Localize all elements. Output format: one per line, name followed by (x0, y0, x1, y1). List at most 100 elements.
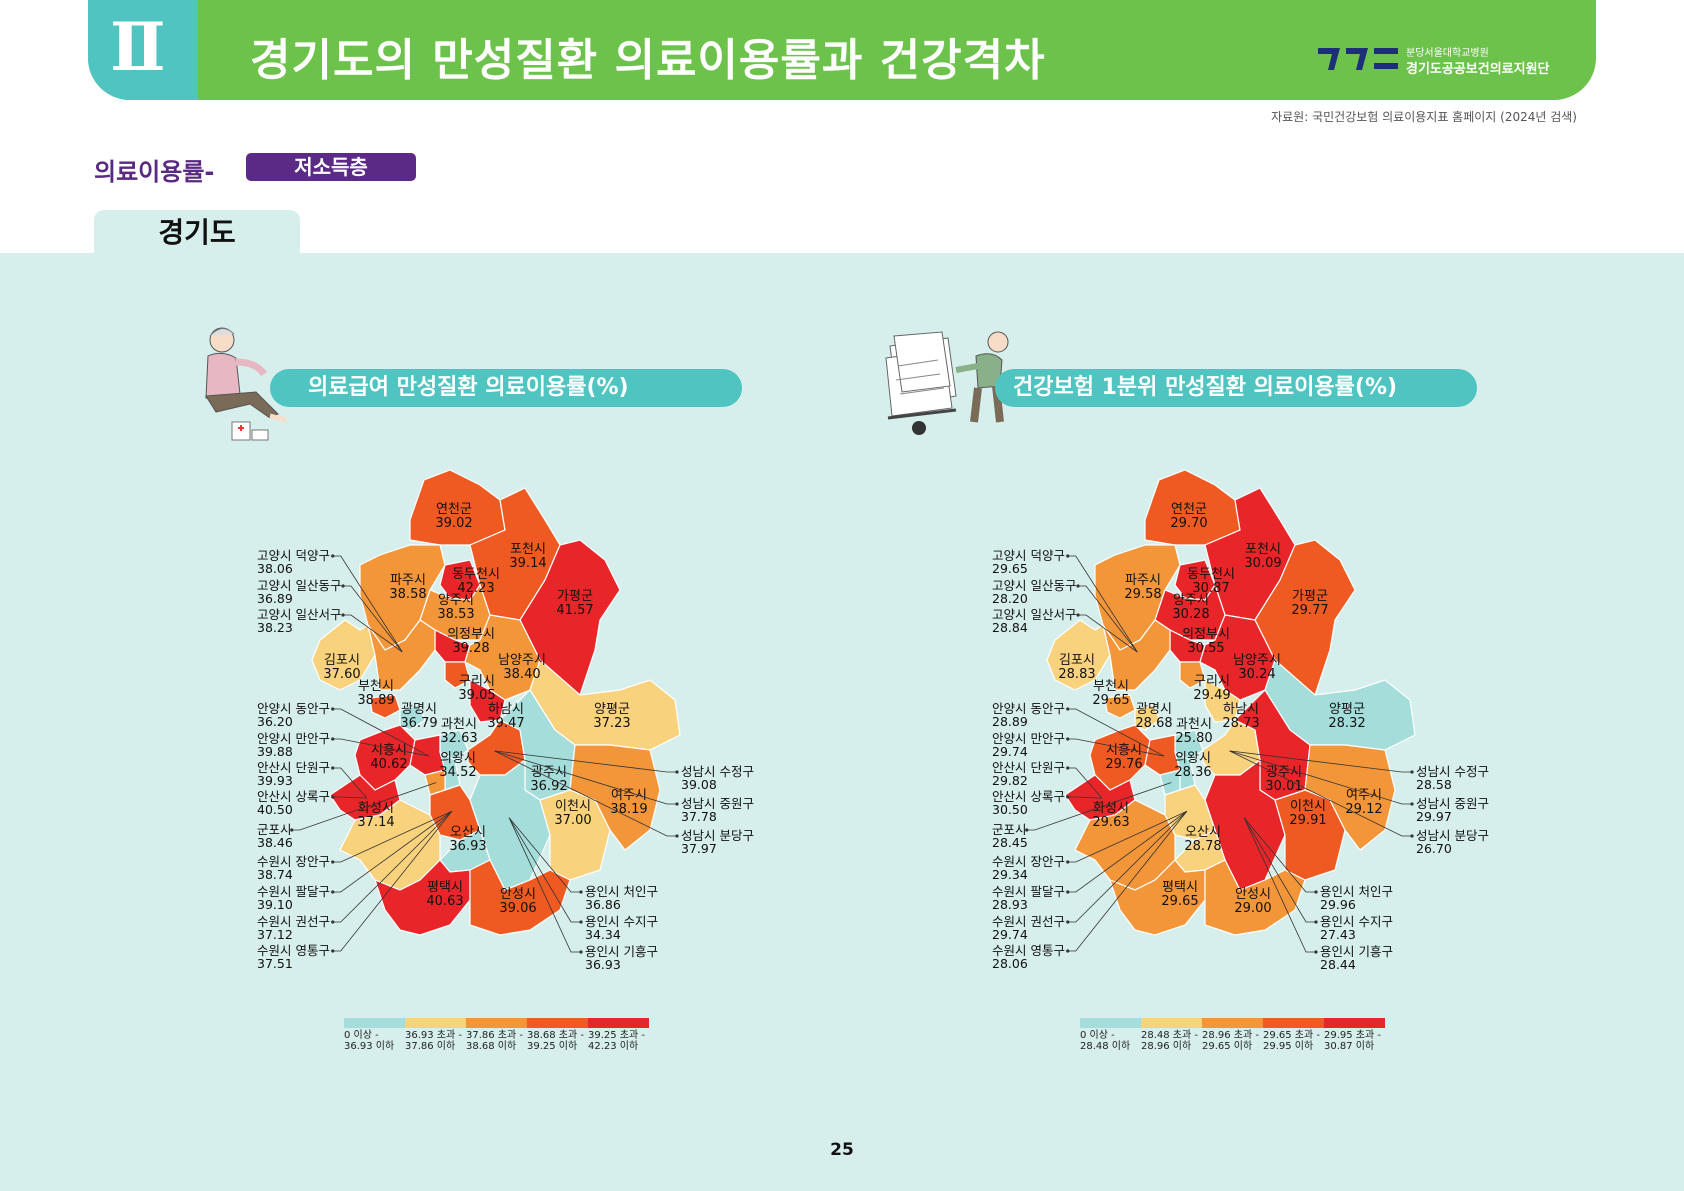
legend-range-from: 29.95 초과 - (1324, 1030, 1381, 1041)
callout-dot (331, 737, 335, 741)
region-value: 28.32 (1328, 716, 1365, 731)
legend-color-bar (344, 1018, 649, 1028)
region-label: 연천군 (1171, 502, 1207, 517)
legend-range-from: 0 이상 - (1080, 1030, 1115, 1041)
elderly-woman-illustration (205, 327, 287, 441)
region-value: 41.57 (556, 603, 593, 618)
region-label: 남양주시 (498, 653, 546, 668)
callout-label: 성남시 수정구 (1416, 764, 1489, 779)
callout-dot (331, 860, 335, 864)
region-value: 25.80 (1175, 731, 1212, 746)
region-value: 37.00 (554, 813, 591, 828)
callout-value: 39.93 (257, 773, 293, 788)
region-value: 29.63 (1092, 815, 1129, 830)
region-value: 29.70 (1170, 516, 1207, 531)
region-value: 30.24 (1238, 667, 1275, 682)
region-value: 34.52 (439, 765, 476, 780)
region-value: 39.05 (458, 688, 495, 703)
callout-label: 안양시 만안구 (257, 731, 330, 746)
region-label: 과천시 (1176, 717, 1212, 732)
callout-leader (1067, 738, 1165, 757)
callout-label: 안산시 상록구 (992, 789, 1065, 804)
page-number: 25 (830, 1140, 854, 1160)
region-value: 29.65 (1161, 894, 1198, 909)
callout-value: 38.46 (257, 835, 293, 850)
callout-label: 수원시 권선구 (257, 914, 330, 929)
legend-range: 37.86 초과 -38.68 이하 (466, 1030, 527, 1052)
region-label: 부천시 (358, 679, 394, 694)
legend-range: 28.96 초과 -29.65 이하 (1202, 1030, 1263, 1052)
callout-label: 수원시 장안구 (992, 854, 1065, 869)
legend-range-to: 29.95 이하 (1263, 1041, 1314, 1052)
callout-leader (343, 585, 403, 653)
region-value: 38.53 (437, 607, 474, 622)
callout-dot (1066, 554, 1070, 558)
callout-label: 용인시 수지구 (585, 914, 658, 929)
callout-leader (1067, 767, 1103, 799)
legend-swatch (1141, 1018, 1202, 1028)
callout-leader (291, 782, 437, 831)
callout-label: 수원시 장안구 (257, 854, 330, 869)
region-value: 39.47 (487, 716, 524, 731)
legend-swatch (1263, 1018, 1324, 1028)
region-label: 하남시 (488, 702, 524, 717)
region-value: 29.49 (1193, 688, 1230, 703)
region-label: 평택시 (1162, 880, 1198, 895)
callout-value: 28.58 (1416, 777, 1452, 792)
callout-label: 수원시 권선구 (992, 914, 1065, 929)
region-label: 의정부시 (1182, 627, 1230, 642)
region-label: 김포시 (1059, 653, 1095, 668)
legend-range-to: 42.23 이하 (588, 1041, 639, 1052)
callout-leader (332, 738, 430, 757)
callout-value: 27.43 (1320, 927, 1356, 942)
legend-range: 38.68 초과 -39.25 이하 (527, 1030, 588, 1052)
legend-range-from: 38.68 초과 - (527, 1030, 584, 1041)
region-value: 28.83 (1058, 667, 1095, 682)
region-value: 38.40 (503, 667, 540, 682)
region-label: 의정부시 (447, 627, 495, 642)
region-label: 가평군 (557, 589, 593, 604)
callout-value: 36.86 (585, 897, 621, 912)
region-label: 의왕시 (1175, 751, 1211, 766)
map-title-health-insurance: 건강보험 1분위 만성질환 의료이용률(%) (995, 369, 1477, 407)
region-value: 30.55 (1187, 641, 1224, 656)
region-부천시 (1104, 694, 1136, 719)
region-label: 양평군 (594, 702, 630, 717)
callout-label: 수원시 영통구 (257, 943, 330, 958)
region-value: 39.02 (435, 516, 472, 531)
callout-value: 40.50 (257, 802, 293, 817)
callout-label: 성남시 중원구 (681, 796, 754, 811)
legend-swatch (588, 1018, 649, 1028)
callout-label: 용인시 기흥구 (1320, 944, 1393, 959)
callout-label: 안양시 동안구 (992, 701, 1065, 716)
region-label: 광주시 (1266, 765, 1302, 780)
region-value: 39.06 (499, 901, 536, 916)
region-label: 오산시 (450, 825, 486, 840)
callout-dot (331, 707, 335, 711)
map-legend-health-insurance: 0 이상 -28.48 이하 28.48 초과 -28.96 이하 28.96 초과… (1080, 1018, 1385, 1052)
region-label: 동두천시 (1187, 567, 1235, 582)
callout-dot (1076, 584, 1080, 588)
region-value: 28.78 (1184, 839, 1221, 854)
region-광명시 (1134, 704, 1161, 731)
legend-swatch (405, 1018, 466, 1028)
callout-dot (675, 770, 679, 774)
map-legend-medical-aid: 0 이상 -36.93 이하 36.93 초과 -37.86 이하 37.86 초과… (344, 1018, 649, 1052)
region-value: 36.79 (400, 716, 437, 731)
callout-value: 38.06 (257, 561, 293, 576)
legend-swatch (1202, 1018, 1263, 1028)
region-value: 29.65 (1092, 693, 1129, 708)
callout-leader (332, 767, 368, 799)
legend-range-to: 37.86 이하 (405, 1041, 456, 1052)
region-value: 39.28 (452, 641, 489, 656)
callout-leader (332, 811, 453, 952)
region-value: 39.14 (509, 556, 546, 571)
legend-range-from: 29.65 초과 - (1263, 1030, 1320, 1041)
callout-dot (331, 795, 335, 799)
callout-dot (1066, 890, 1070, 894)
callout-label: 고양시 일산동구 (992, 578, 1076, 593)
callout-dot (579, 950, 583, 954)
region-김포시 (311, 619, 376, 691)
callout-value: 36.93 (585, 957, 621, 972)
